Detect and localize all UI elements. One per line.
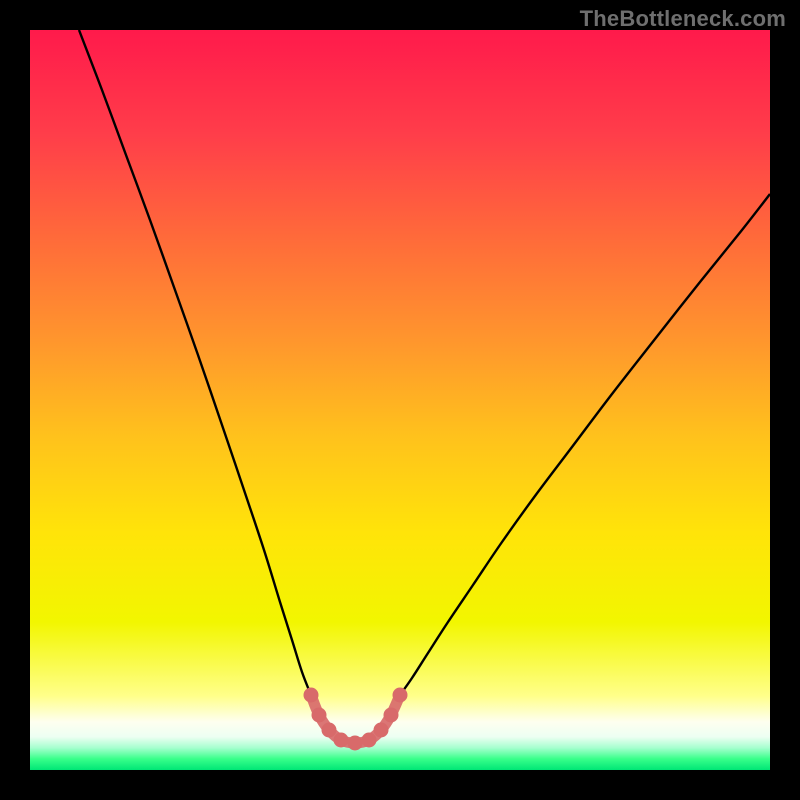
valley-marker-dot	[334, 733, 349, 748]
valley-marker-dot	[348, 736, 363, 751]
bottleneck-chart	[0, 0, 800, 800]
chart-background-gradient	[30, 30, 770, 770]
valley-marker-dot	[384, 708, 399, 723]
valley-marker-dot	[362, 733, 377, 748]
valley-marker-dot	[393, 688, 408, 703]
valley-marker-dot	[304, 688, 319, 703]
valley-marker-dot	[322, 723, 337, 738]
valley-marker-dot	[312, 708, 327, 723]
valley-marker-dot	[374, 723, 389, 738]
